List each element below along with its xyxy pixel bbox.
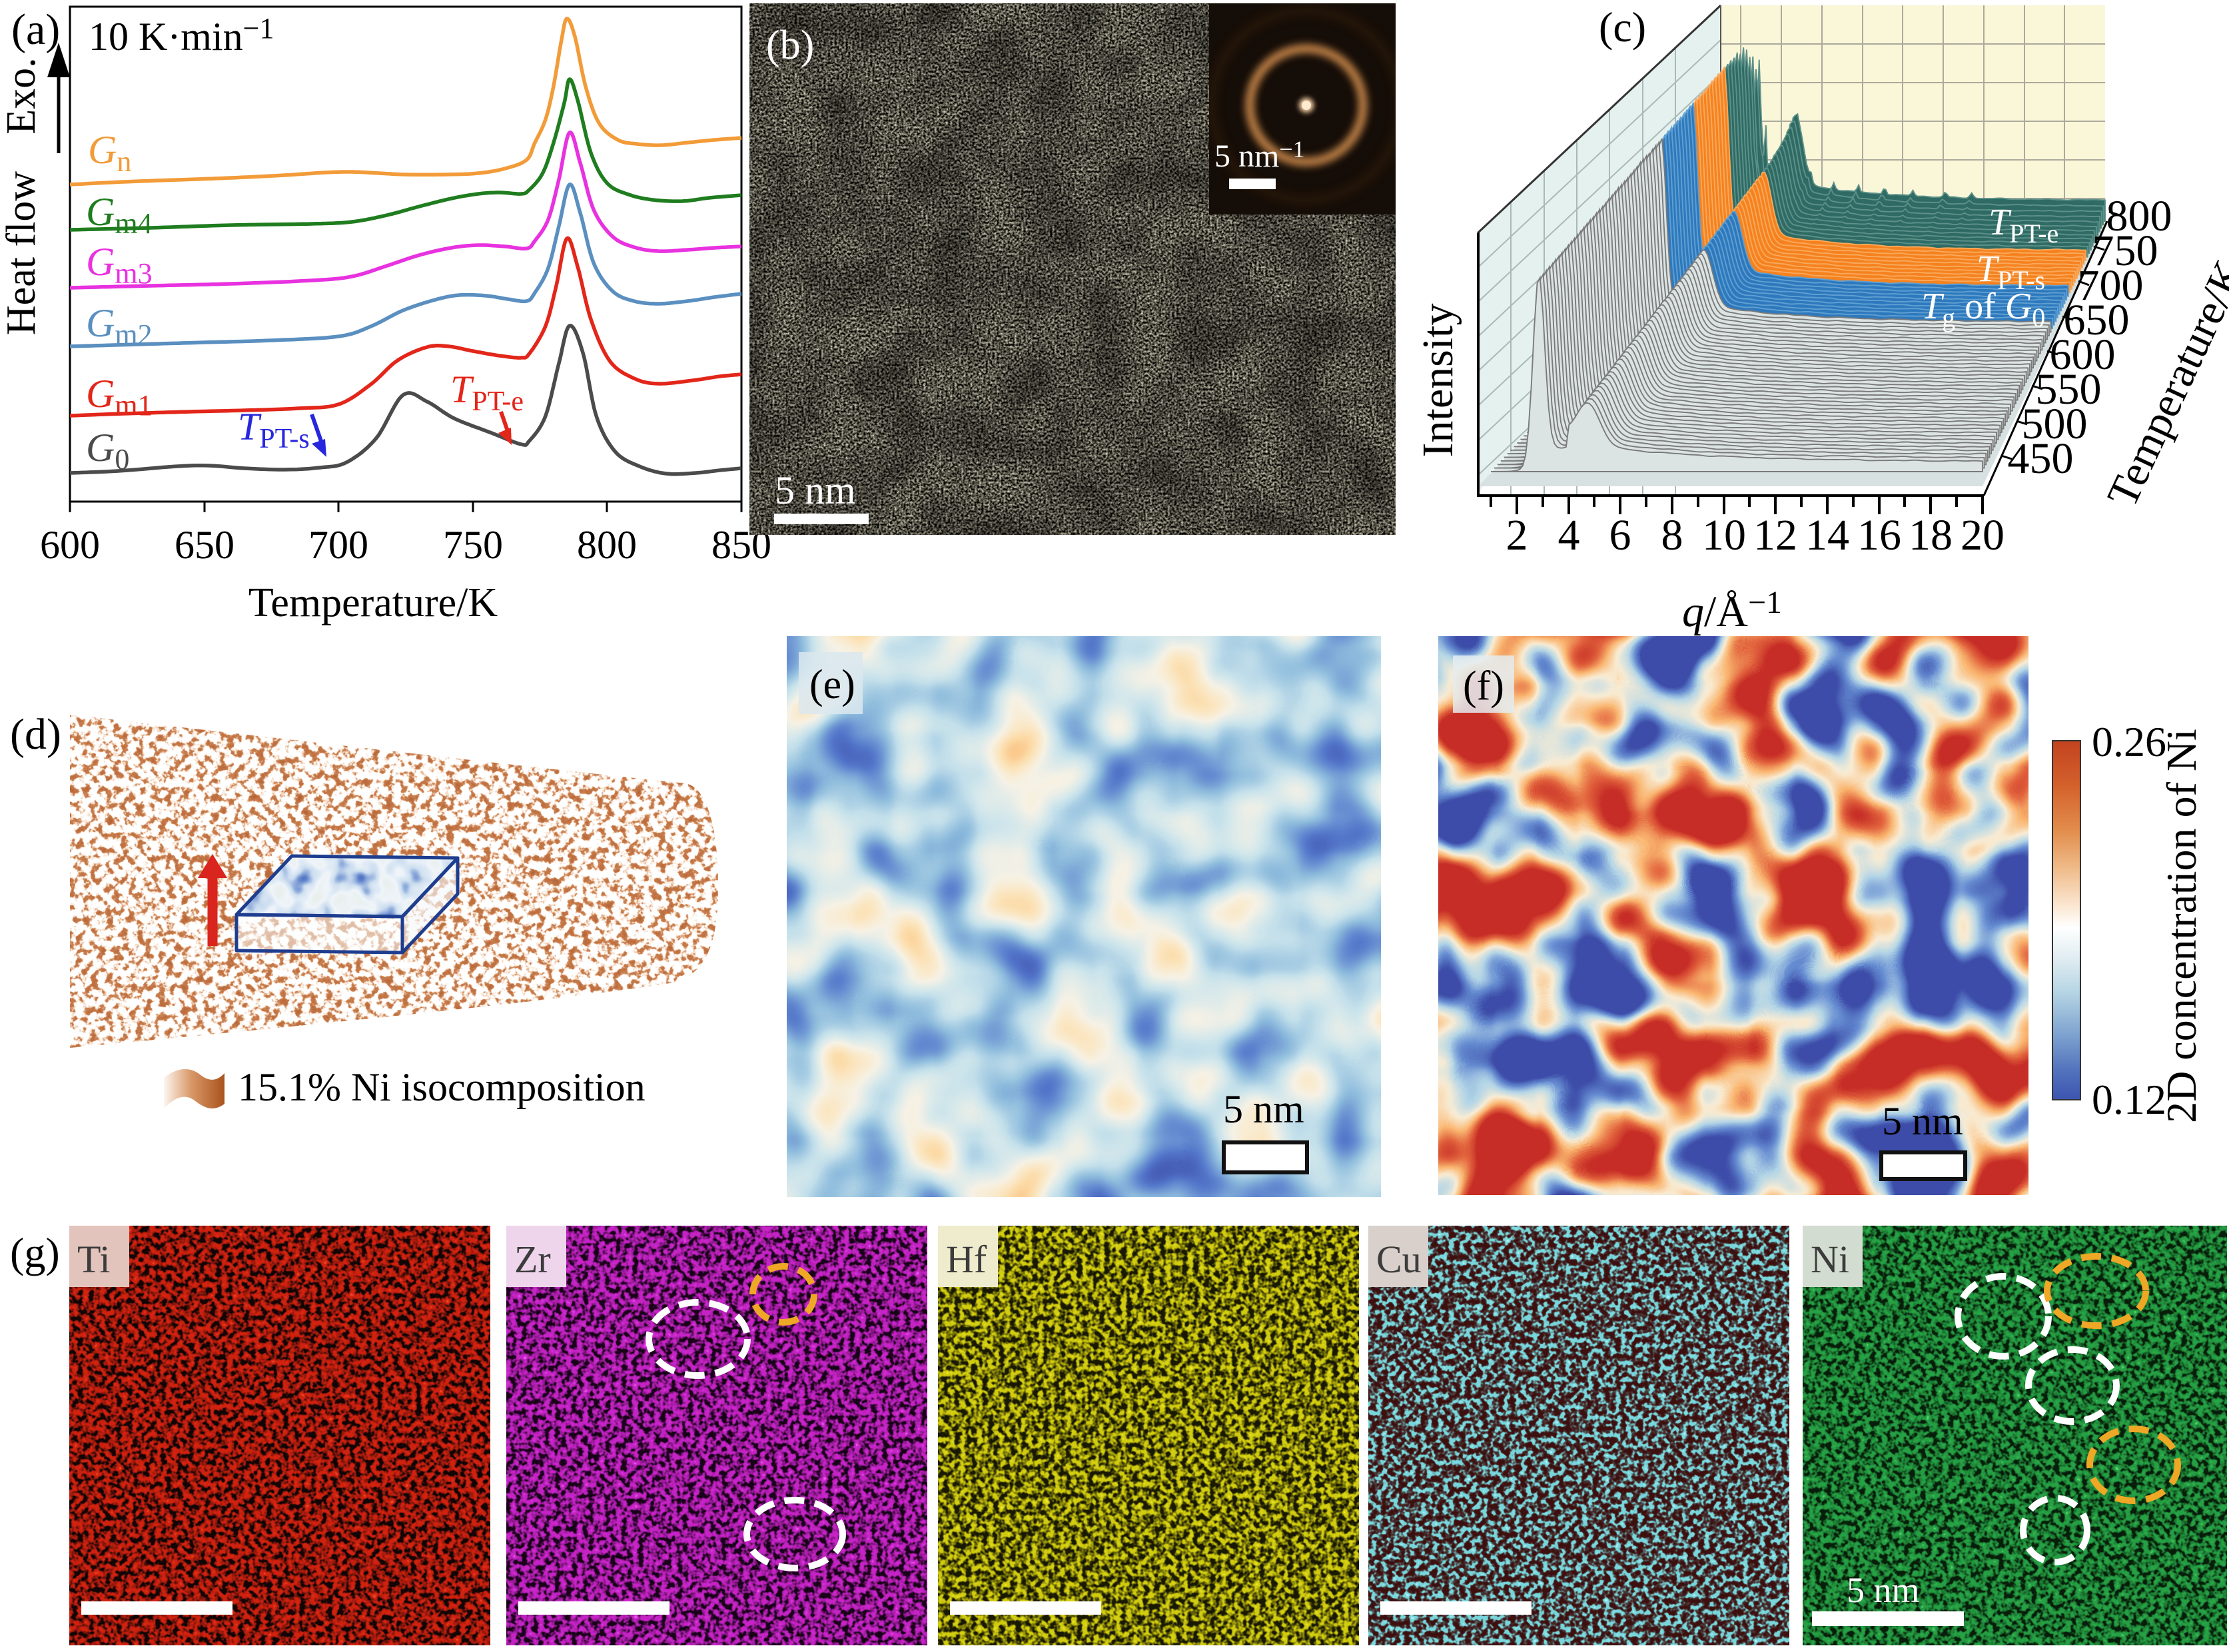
svg-text:500: 500 xyxy=(2022,400,2088,448)
svg-text:700: 700 xyxy=(308,523,368,567)
svg-text:750: 750 xyxy=(443,523,503,567)
svg-text:15.1% Ni isocomposition: 15.1% Ni isocomposition xyxy=(238,1065,646,1109)
svg-text:Gn: Gn xyxy=(88,128,131,178)
svg-text:5 nm: 5 nm xyxy=(1882,1099,1963,1143)
svg-text:5 nm: 5 nm xyxy=(1847,1570,1920,1610)
svg-text:800: 800 xyxy=(2106,192,2172,240)
svg-text:550: 550 xyxy=(2036,365,2102,414)
svg-text:10: 10 xyxy=(1702,511,1746,560)
svg-text:Gm3: Gm3 xyxy=(86,240,153,290)
svg-text:TPT-s: TPT-s xyxy=(1977,248,2045,295)
svg-text:650: 650 xyxy=(2064,296,2130,344)
svg-text:800: 800 xyxy=(577,523,637,567)
svg-text:650: 650 xyxy=(175,523,234,567)
svg-text:8: 8 xyxy=(1661,511,1683,560)
svg-text:Heat flow: Heat flow xyxy=(0,171,44,335)
svg-text:20: 20 xyxy=(1961,511,2005,560)
svg-text:Intensity: Intensity xyxy=(1414,304,1462,458)
svg-text:Gm1: Gm1 xyxy=(86,372,153,422)
svg-text:Ni: Ni xyxy=(1811,1238,1849,1281)
svg-text:Temperature/K: Temperature/K xyxy=(248,580,498,625)
svg-text:Ti: Ti xyxy=(77,1238,111,1281)
svg-text:700: 700 xyxy=(2078,261,2144,310)
svg-text:Zr: Zr xyxy=(514,1238,551,1281)
svg-text:14: 14 xyxy=(1805,511,1849,560)
svg-text:(a): (a) xyxy=(11,5,60,54)
svg-text:(f): (f) xyxy=(1463,663,1504,709)
svg-text:6: 6 xyxy=(1609,511,1631,560)
svg-text:5 nm: 5 nm xyxy=(775,468,856,512)
svg-text:600: 600 xyxy=(2050,330,2116,379)
svg-text:TPT-s: TPT-s xyxy=(238,405,310,454)
svg-text:2: 2 xyxy=(1506,511,1528,560)
svg-text:Cu: Cu xyxy=(1376,1238,1422,1281)
svg-text:(e): (e) xyxy=(809,662,855,707)
svg-text:Exo.: Exo. xyxy=(0,57,44,134)
svg-text:5 nm−1: 5 nm−1 xyxy=(1214,136,1305,174)
svg-text:450: 450 xyxy=(2008,434,2074,483)
svg-text:TPT-e: TPT-e xyxy=(450,368,524,417)
svg-text:(g): (g) xyxy=(10,1229,60,1276)
svg-text:Hf: Hf xyxy=(946,1238,987,1281)
svg-text:4: 4 xyxy=(1558,511,1580,560)
svg-text:5 nm: 5 nm xyxy=(1223,1087,1304,1131)
svg-text:(c): (c) xyxy=(1599,3,1646,51)
svg-text:TPT-e: TPT-e xyxy=(1989,202,2058,248)
svg-text:Gm2: Gm2 xyxy=(86,301,153,351)
svg-text:12: 12 xyxy=(1753,511,1797,560)
svg-text:(d): (d) xyxy=(10,710,61,759)
svg-text:Tg of G0: Tg of G0 xyxy=(1921,286,2045,332)
svg-text:G0: G0 xyxy=(86,426,129,476)
svg-text:2D concentration of Ni: 2D concentration of Ni xyxy=(2158,729,2205,1123)
svg-text:Gm4: Gm4 xyxy=(86,190,153,240)
svg-text:600: 600 xyxy=(40,523,100,567)
svg-text:750: 750 xyxy=(2092,226,2158,275)
svg-text:0.12: 0.12 xyxy=(2092,1076,2166,1123)
svg-text:18: 18 xyxy=(1909,511,1953,560)
svg-text:16: 16 xyxy=(1857,511,1901,560)
svg-text:(b): (b) xyxy=(766,23,814,68)
svg-text:0.26: 0.26 xyxy=(2092,718,2166,765)
